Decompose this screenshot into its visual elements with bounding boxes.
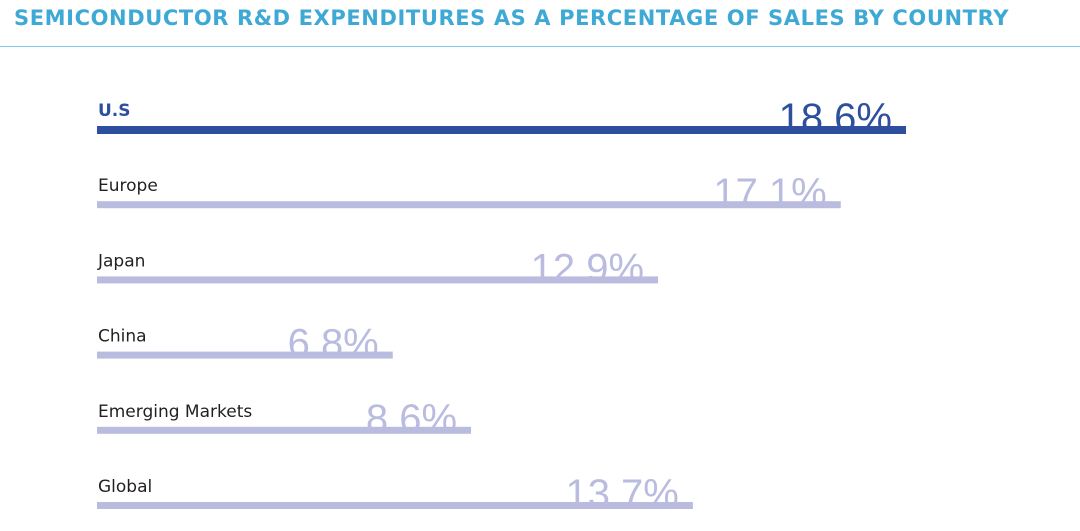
category-label: Europe: [98, 176, 158, 196]
value-label: 8.6%: [366, 397, 457, 441]
category-label: Global: [98, 477, 152, 497]
value-label: 6.8%: [288, 322, 379, 366]
category-label: U.S: [98, 101, 131, 121]
chart-title: SEMICONDUCTOR R&D EXPENDITURES AS A PERC…: [14, 6, 1010, 30]
title-rule: [0, 46, 1080, 47]
bar: [97, 351, 393, 359]
category-label: Japan: [97, 251, 145, 271]
bar: [97, 502, 693, 509]
bar: [97, 201, 841, 209]
bar: [97, 126, 906, 134]
bar: [97, 426, 472, 434]
category-label: China: [98, 327, 147, 347]
value-label: 17.1%: [713, 171, 826, 215]
value-label: 13.7%: [565, 472, 678, 516]
category-label: Emerging Markets: [98, 402, 252, 422]
bar: [97, 276, 659, 284]
value-label: 12.9%: [531, 246, 644, 290]
